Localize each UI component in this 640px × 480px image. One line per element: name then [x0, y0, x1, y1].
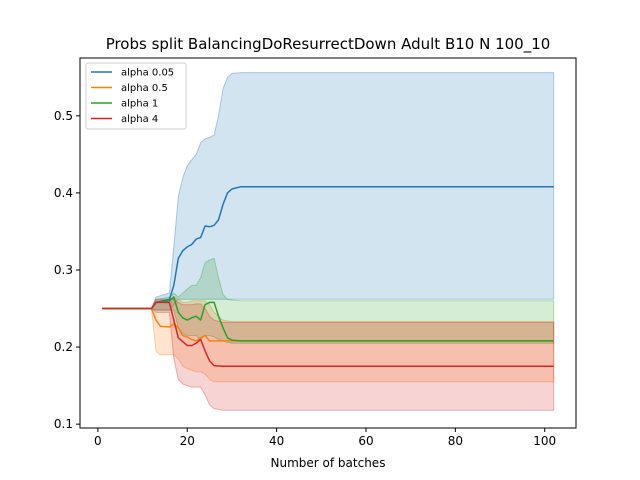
legend-box — [85, 62, 187, 130]
series-line-3 — [102, 301, 554, 368]
series-band-2 — [102, 257, 555, 344]
x-tick-label: 20 — [180, 434, 195, 448]
x-axis-label: Number of batches — [271, 456, 386, 470]
x-tick-label: 40 — [269, 434, 284, 448]
y-tick-label: 0.1 — [54, 417, 73, 431]
y-tick-label: 0.2 — [54, 340, 73, 354]
y-tick-label: 0.3 — [54, 263, 73, 277]
x-tick-label: 60 — [358, 434, 373, 448]
x-tick-label: 100 — [533, 434, 556, 448]
x-tick-label: 80 — [448, 434, 463, 448]
x-tick-label: 0 — [94, 434, 102, 448]
legend: alpha 0.05 alpha 0.5 alpha 1 alpha 4 — [85, 62, 187, 130]
series-lines — [102, 185, 554, 368]
y-tick-label: 0.4 — [54, 186, 73, 200]
legend-label-1: alpha 0.5 — [121, 83, 168, 94]
chart-title: Probs split BalancingDoResurrectDown Adu… — [106, 35, 551, 54]
legend-label-2: alpha 1 — [121, 99, 158, 110]
series-band-1 — [102, 296, 555, 383]
axes-frame — [79, 57, 577, 429]
legend-label-0: alpha 0.05 — [121, 68, 174, 79]
legend-label-3: alpha 4 — [121, 114, 158, 125]
y-axis-ticks: 0.1 0.2 0.3 0.4 0.5 — [54, 109, 80, 431]
confidence-bands — [102, 72, 555, 411]
x-axis-ticks: 0 20 40 60 80 100 — [94, 428, 556, 448]
series-line-2 — [102, 296, 554, 342]
series-line-1 — [102, 307, 554, 342]
y-tick-label: 0.5 — [54, 109, 73, 123]
series-line-0 — [102, 185, 554, 310]
